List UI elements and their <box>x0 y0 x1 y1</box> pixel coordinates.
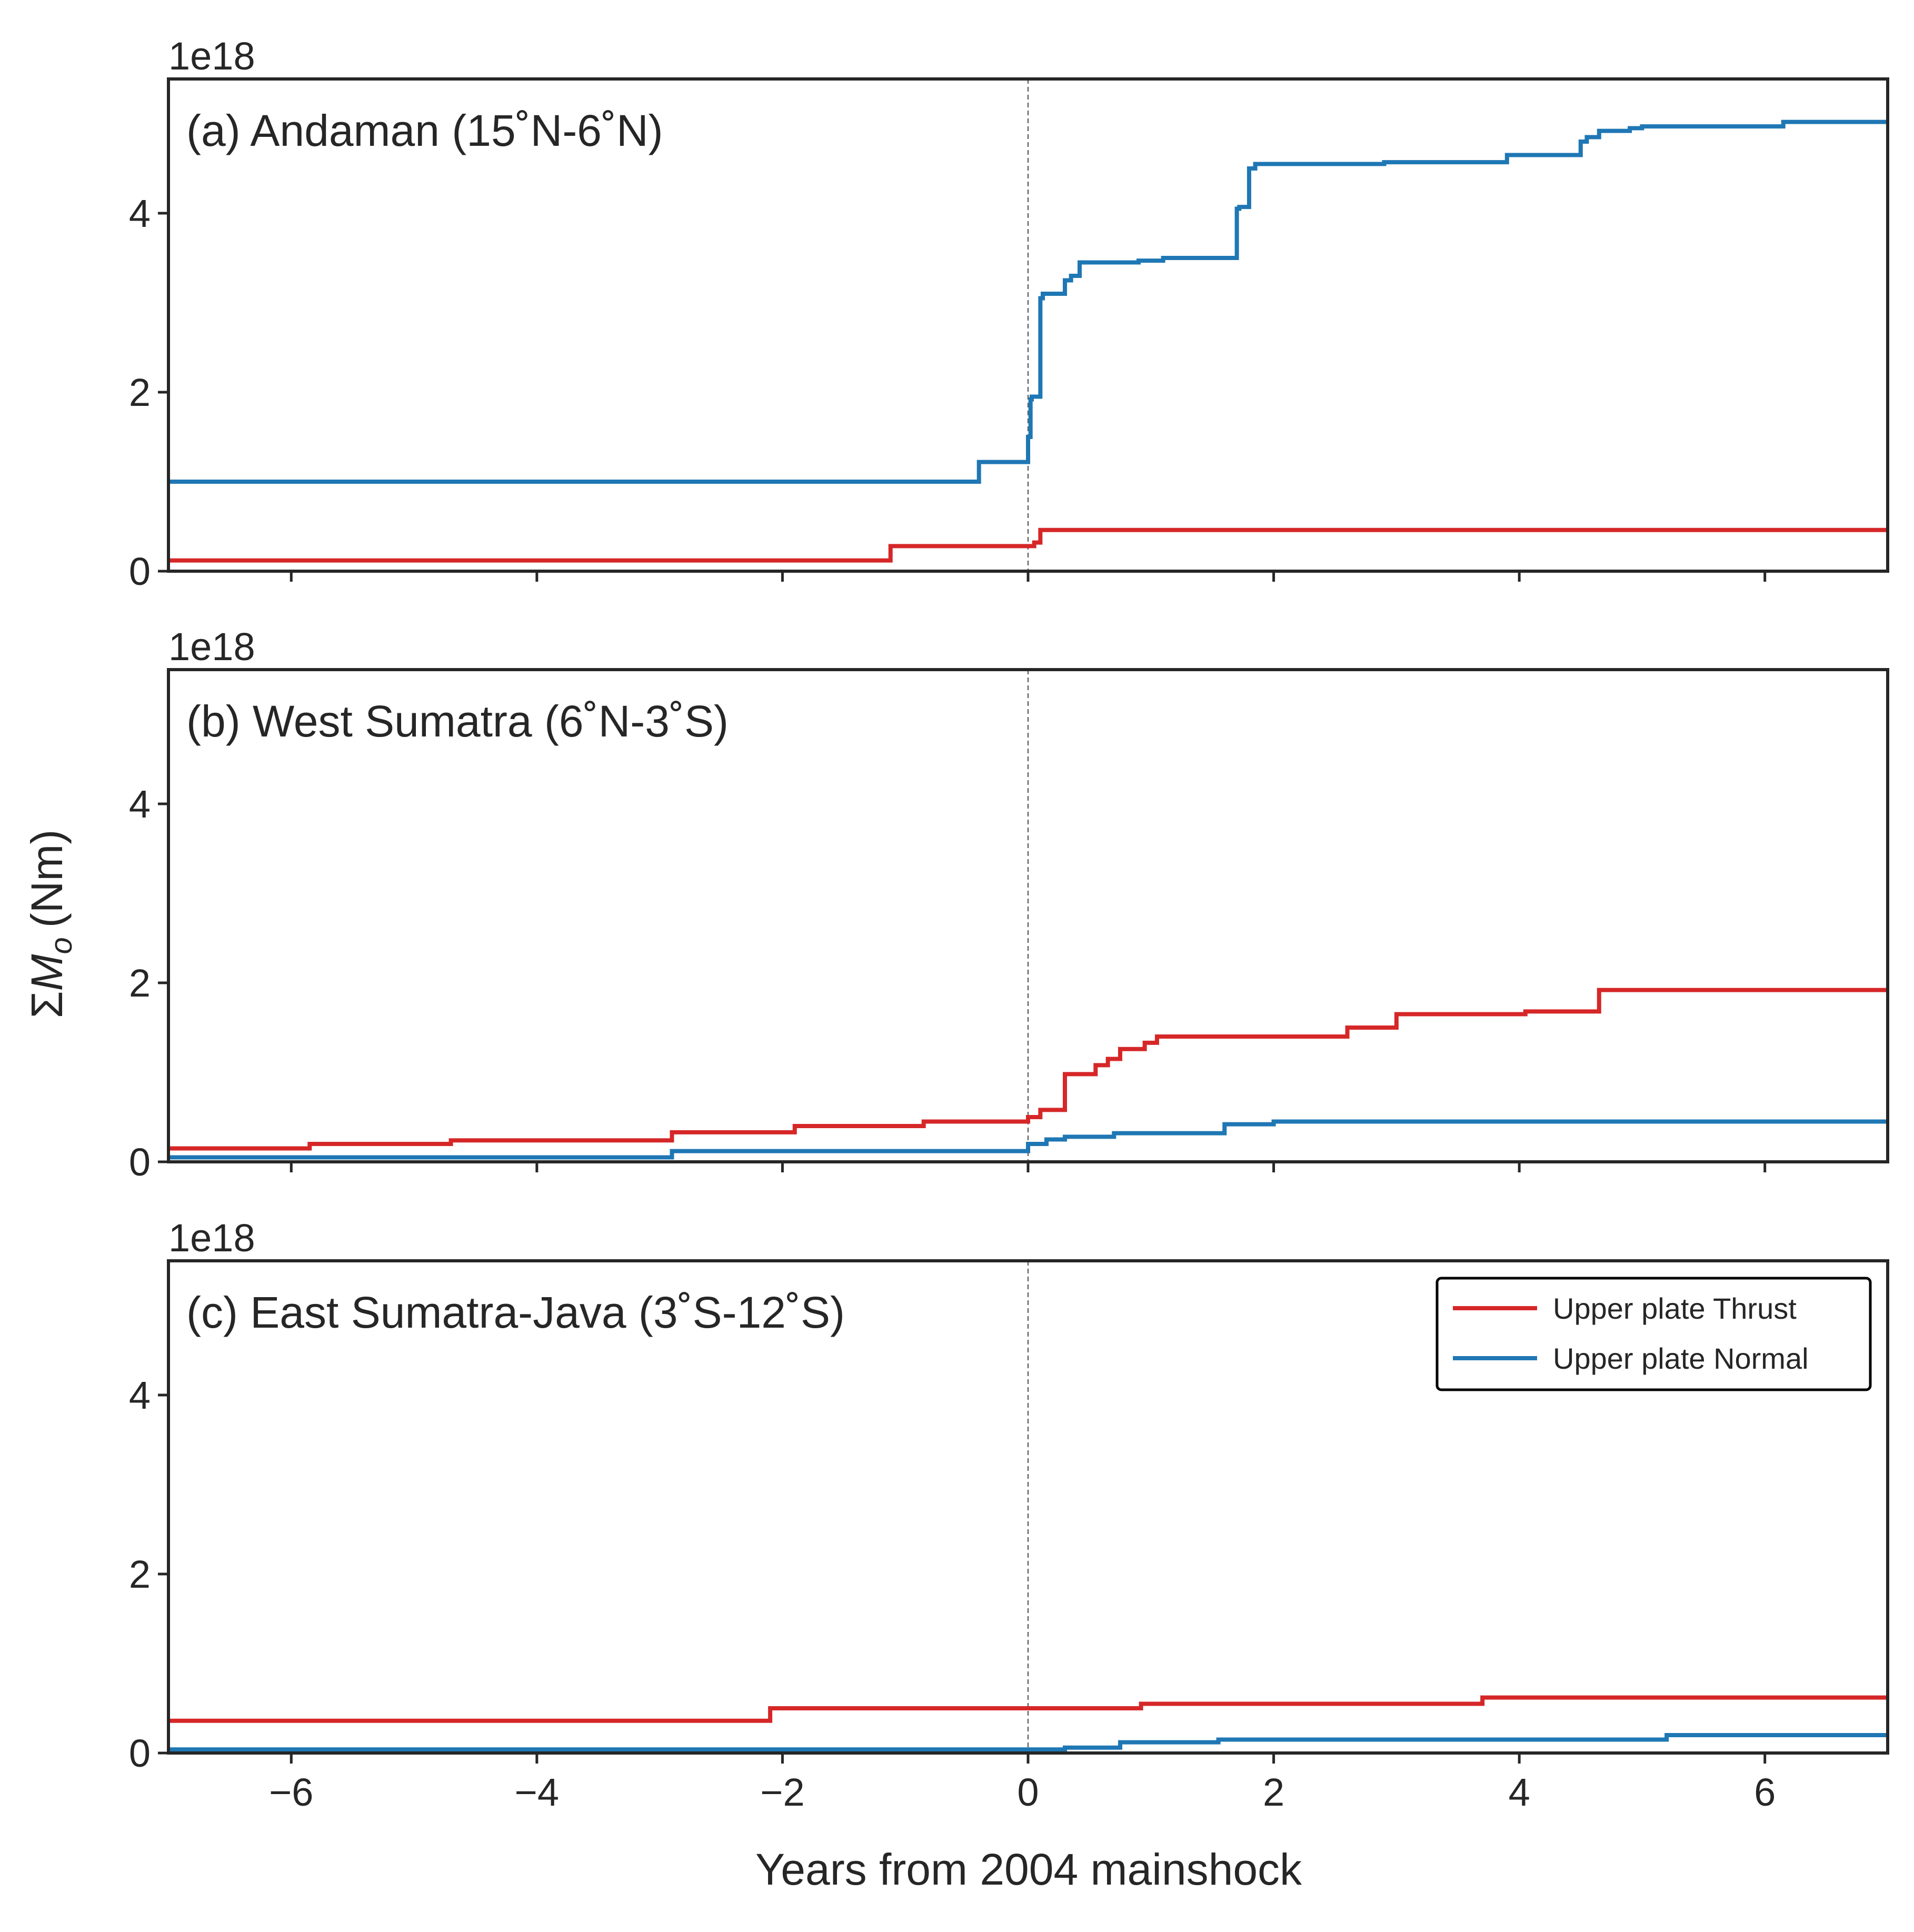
x-tick-label-c-3: 0 <box>1017 1770 1039 1814</box>
y-axis-label-subscript: o <box>44 937 78 954</box>
y-tick-label-a-1: 2 <box>129 371 151 414</box>
y-axis-label-prefix: Σ <box>22 991 72 1018</box>
series-thrust-a <box>168 527 1888 563</box>
legend-label-normal: Upper plate Normal <box>1553 1342 1809 1375</box>
x-tick-label-c-6: 6 <box>1754 1770 1776 1814</box>
y-tick-label-c-0: 0 <box>129 1731 151 1775</box>
panels: 0 2 4 1e18 (a) Andaman (15˚N-6˚N) 0 2 4 1e18 (b) … <box>129 34 1889 1814</box>
x-tick-label-c-5: 4 <box>1509 1770 1530 1814</box>
y-axis-label: ΣMo (Nm) <box>22 830 78 1019</box>
series-normal-a <box>168 119 1888 484</box>
y-tick-label-b-0: 0 <box>129 1140 151 1184</box>
y-tick-label-b-2: 4 <box>129 782 151 826</box>
series-thrust-b <box>168 988 1888 1151</box>
panel-title-c: (c) East Sumatra-Java (3˚S-12˚S) <box>186 1288 845 1337</box>
panel-b: 0 2 4 1e18 (b) West Sumatra (6˚N-3˚S) <box>129 625 1889 1184</box>
legend-label-thrust: Upper plate Thrust <box>1553 1292 1797 1325</box>
y-tick-label-c-2: 4 <box>129 1373 151 1417</box>
x-tick-label-c-0: −6 <box>269 1770 313 1814</box>
y-tick-label-b-1: 2 <box>129 961 151 1005</box>
y-tick-label-a-2: 4 <box>129 192 151 235</box>
offset-text-b: 1e18 <box>168 625 255 669</box>
y-tick-label-a-0: 0 <box>129 550 151 593</box>
x-axis-label: Years from 2004 mainshock <box>755 1845 1302 1894</box>
x-tick-label-c-4: 2 <box>1263 1770 1284 1814</box>
x-tick-label-c-1: −4 <box>515 1770 559 1814</box>
legend: Upper plate Thrust Upper plate Normal <box>1436 1277 1872 1391</box>
y-axis-label-symbol: M <box>22 954 72 991</box>
y-axis-label-unit: (Nm) <box>22 830 72 928</box>
offset-text-c: 1e18 <box>168 1216 255 1260</box>
panel-title-a: (a) Andaman (15˚N-6˚N) <box>186 106 663 155</box>
y-tick-label-c-1: 2 <box>129 1552 151 1596</box>
panel-title-b: (b) West Sumatra (6˚N-3˚S) <box>186 696 729 746</box>
panel-a: 0 2 4 1e18 (a) Andaman (15˚N-6˚N) <box>129 34 1889 593</box>
legend-box <box>1436 1277 1872 1391</box>
x-tick-label-c-2: −2 <box>760 1770 804 1814</box>
series-normal-b <box>168 1119 1888 1160</box>
series-normal-c <box>168 1733 1888 1752</box>
series-thrust-c <box>168 1695 1888 1723</box>
panel-c: 0 2 4 −6 −4 −2 0 2 4 6 1e18 (c) East Sumatra-Java (… <box>129 1216 1889 1814</box>
offset-text-a: 1e18 <box>168 34 255 78</box>
